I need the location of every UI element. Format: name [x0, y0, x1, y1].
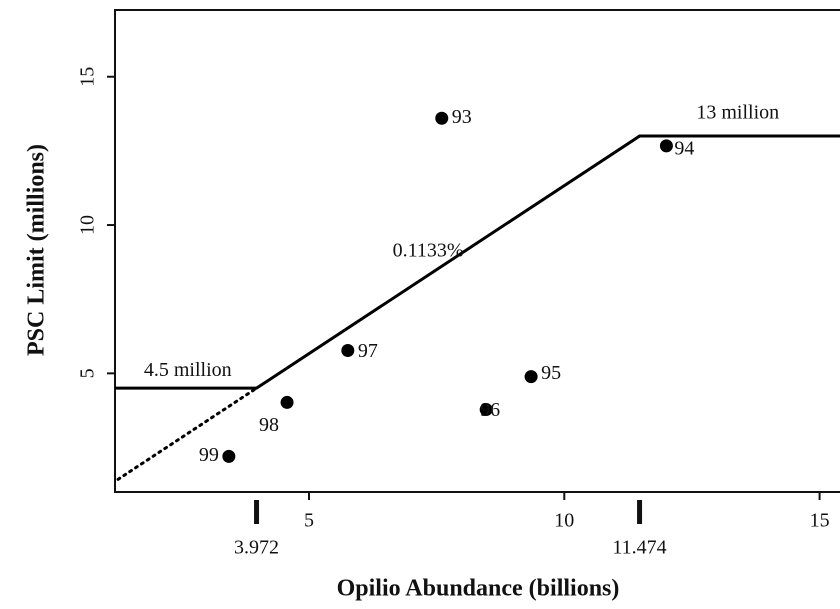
point-label: 94 — [674, 137, 694, 159]
point-label: 96 — [480, 399, 500, 421]
data-point — [435, 111, 449, 125]
annotation: 0.1133% — [393, 240, 464, 262]
y-tick-label: 10 — [77, 215, 99, 235]
special-x-tick-label: 11.474 — [612, 537, 666, 559]
point-label: 99 — [199, 444, 219, 466]
point-label: 98 — [259, 414, 279, 436]
x-axis-label: Opilio Abundance (billions) — [337, 576, 620, 602]
x-tick-label: 5 — [304, 510, 314, 532]
limit-line — [115, 134, 840, 390]
data-point — [280, 395, 294, 409]
point-label: 97 — [358, 340, 378, 362]
y-tick-label: 5 — [77, 368, 99, 378]
point-label: 93 — [452, 106, 472, 128]
annotation: 4.5 million — [144, 359, 232, 381]
point-label: 95 — [541, 362, 561, 384]
data-point — [659, 139, 673, 153]
plot-area — [115, 134, 840, 484]
data-point — [479, 403, 493, 417]
data-point — [222, 449, 236, 463]
proportional-extension — [115, 386, 259, 484]
x-tick-label: 15 — [810, 510, 830, 532]
special-x-tick-label: 3.972 — [234, 537, 279, 559]
data-point — [524, 370, 538, 384]
y-tick-label: 15 — [77, 67, 99, 87]
y-axis-label: PSC Limit (millions) — [24, 144, 50, 356]
x-tick-label: 10 — [554, 510, 574, 532]
annotation: 13 million — [696, 102, 779, 124]
data-point — [341, 344, 355, 358]
plot-frame — [114, 9, 840, 493]
